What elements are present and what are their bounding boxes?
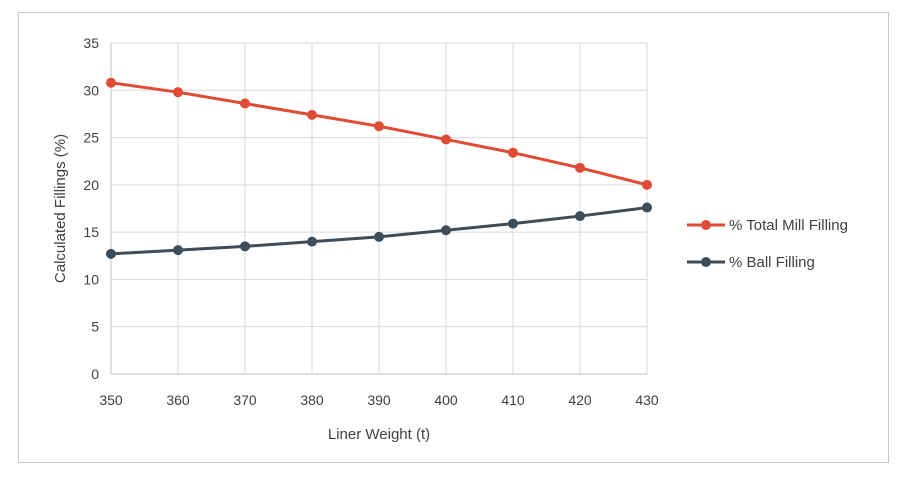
data-point [106, 248, 116, 259]
data-point [173, 87, 183, 98]
x-tick-label: 390 [367, 392, 391, 408]
y-tick-label: 30 [83, 82, 99, 98]
y-axis-title: Calculated Fillings (%) [52, 134, 69, 283]
data-point [240, 98, 250, 109]
x-tick-label: 380 [300, 392, 324, 408]
x-tick-label: 350 [99, 392, 123, 408]
data-point [642, 202, 652, 213]
data-point [307, 109, 317, 120]
y-tick-label: 5 [91, 319, 99, 335]
data-point [307, 236, 317, 247]
y-tick-label: 0 [91, 366, 99, 382]
data-point [173, 245, 183, 256]
x-axis-title: Liner Weight (t) [328, 426, 430, 443]
x-tick-label: 360 [166, 392, 190, 408]
y-tick-label: 15 [83, 224, 99, 240]
x-tick-label: 400 [434, 392, 458, 408]
x-tick-label: 410 [501, 392, 525, 408]
data-point [642, 179, 652, 190]
legend-label: % Total Mill Filling [729, 217, 848, 234]
x-tick-label: 420 [568, 392, 592, 408]
data-point [508, 147, 518, 158]
y-tick-label: 25 [83, 130, 99, 146]
gridlines [110, 42, 648, 375]
series-layer [106, 77, 652, 259]
x-tick-label: 370 [233, 392, 257, 408]
legend-marker [701, 220, 711, 230]
data-point [374, 231, 384, 242]
data-point [508, 218, 518, 229]
data-point [575, 162, 585, 173]
y-tick-label: 20 [83, 177, 99, 193]
x-tick-label: 430 [635, 392, 659, 408]
y-tick-label: 10 [83, 271, 99, 287]
y-tick-label: 35 [83, 35, 99, 51]
chart-frame [18, 12, 889, 463]
data-point [240, 241, 250, 252]
data-point [441, 134, 451, 145]
legend-marker [701, 257, 711, 267]
legend: % Total Mill Filling % Ball Filling [687, 217, 848, 271]
axes: 0 5 10 15 20 25 30 35 350 360 370 380 390 400 410 420 43… [83, 35, 658, 408]
data-point [575, 211, 585, 222]
legend-label: % Ball Filling [729, 254, 815, 271]
data-point [106, 77, 116, 88]
data-point [374, 121, 384, 132]
data-point [441, 225, 451, 236]
